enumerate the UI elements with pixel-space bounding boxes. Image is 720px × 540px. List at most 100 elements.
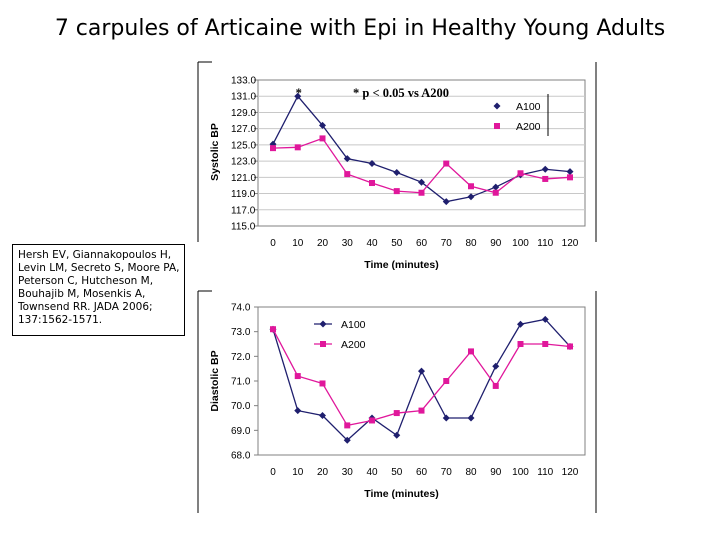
- diastolic-point-A100: [541, 315, 549, 323]
- systolic-legend-label-A100: A100: [516, 101, 541, 113]
- diastolic-y-tick-label: 71.0: [231, 377, 251, 388]
- diastolic-point-A200: [294, 373, 301, 380]
- diastolic-x-tick-label: 90: [490, 467, 502, 478]
- systolic-y-tick-label: 127.0: [231, 124, 256, 135]
- citation-box: Hersh EV, Giannakopoulos H, Levin LM, Se…: [12, 244, 185, 336]
- systolic-point-A100: [566, 168, 574, 176]
- systolic-point-A100: [393, 168, 401, 176]
- systolic-point-A200: [319, 135, 326, 142]
- systolic-x-tick-label: 100: [512, 238, 529, 249]
- systolic-x-tick-label: 50: [391, 238, 403, 249]
- diastolic-x-tick-label: 10: [292, 467, 304, 478]
- systolic-point-A100: [541, 165, 549, 173]
- systolic-y-tick-label: 123.0: [231, 157, 256, 168]
- diastolic-point-A200: [369, 417, 375, 424]
- systolic-legend-marker-A100: [493, 102, 501, 110]
- diastolic-x-tick-label: 40: [366, 467, 378, 478]
- diastolic-point-A200: [443, 378, 450, 384]
- systolic-y-tick-label: 131.0: [231, 92, 256, 103]
- systolic-y-tick-label: 133.0: [231, 76, 256, 87]
- systolic-y-axis-title: Systolic BP: [209, 123, 221, 181]
- diastolic-point-A200: [270, 326, 276, 333]
- systolic-point-A200: [567, 174, 573, 181]
- diastolic-legend-label-A100: A100: [341, 319, 366, 331]
- slide-title: 7 carpules of Articaine with Epi in Heal…: [54, 16, 666, 41]
- diastolic-x-tick-label: 60: [416, 467, 428, 478]
- diastolic-point-A200: [468, 348, 474, 355]
- diastolic-point-A200: [542, 341, 549, 347]
- systolic-y-tick-label: 129.0: [231, 108, 256, 119]
- diastolic-legend-marker-A100: [319, 320, 327, 328]
- diastolic-x-tick-label: 70: [441, 467, 453, 478]
- systolic-point-A200: [517, 170, 524, 177]
- systolic-x-axis-title: Time (minutes): [364, 259, 438, 271]
- diastolic-y-tick-label: 69.0: [231, 426, 251, 437]
- diastolic-point-A100: [294, 407, 302, 415]
- diastolic-point-A100: [442, 414, 450, 422]
- systolic-x-tick-label: 70: [441, 238, 453, 249]
- diastolic-y-tick-label: 72.0: [231, 352, 251, 363]
- systolic-point-A100: [319, 121, 326, 129]
- diastolic-y-axis-title: Diastolic BP: [209, 350, 221, 411]
- systolic-point-A200: [418, 189, 425, 196]
- diastolic-y-tick-label: 74.0: [231, 303, 251, 314]
- systolic-point-A100: [492, 183, 500, 191]
- diastolic-point-A200: [567, 343, 573, 350]
- diastolic-x-tick-label: 50: [391, 467, 403, 478]
- systolic-point-A200: [468, 183, 474, 190]
- diastolic-point-A100: [319, 412, 326, 420]
- systolic-point-A200: [443, 160, 450, 167]
- systolic-point-A100: [442, 198, 450, 206]
- systolic-plot-area: [257, 79, 586, 227]
- systolic-point-A100: [294, 92, 302, 100]
- systolic-point-A200: [270, 145, 276, 152]
- diastolic-x-axis-title: Time (minutes): [364, 488, 438, 500]
- diastolic-point-A200: [393, 410, 400, 417]
- systolic-y-tick-label: 121.0: [231, 173, 256, 184]
- diastolic-x-tick-label: 80: [465, 467, 477, 478]
- systolic-x-tick-label: 0: [270, 238, 276, 249]
- systolic-x-tick-label: 10: [292, 238, 304, 249]
- systolic-y-tick-label: 119.0: [231, 189, 256, 200]
- systolic-y-tick-label: 117.0: [231, 205, 256, 216]
- systolic-point-A200: [492, 189, 499, 196]
- systolic-legend-marker-A200: [494, 123, 500, 129]
- diastolic-point-A200: [492, 382, 499, 389]
- systolic-y-tick-label: 115.0: [231, 222, 256, 233]
- diastolic-x-tick-label: 30: [342, 467, 354, 478]
- diastolic-point-A200: [418, 407, 425, 414]
- diastolic-x-tick-label: 100: [512, 467, 529, 478]
- diastolic-y-tick-label: 68.0: [231, 451, 251, 462]
- systolic-point-A100: [368, 160, 376, 168]
- systolic-point-A100: [418, 178, 425, 186]
- systolic-x-tick-label: 20: [317, 238, 329, 249]
- diastolic-point-A100: [492, 362, 500, 370]
- systolic-x-tick-label: 110: [537, 238, 553, 249]
- systolic-x-tick-label: 40: [366, 238, 378, 249]
- systolic-point-A200: [369, 180, 375, 187]
- diastolic-plot-area: [257, 306, 586, 456]
- systolic-x-tick-label: 120: [562, 238, 579, 249]
- diastolic-point-A100: [393, 431, 401, 439]
- systolic-point-A100: [343, 155, 351, 163]
- systolic-y-tick-label: 125.0: [231, 140, 256, 151]
- diastolic-point-A200: [517, 341, 524, 347]
- diastolic-point-A200: [344, 422, 351, 429]
- systolic-x-tick-label: 30: [342, 238, 354, 249]
- diastolic-point-A100: [517, 320, 524, 328]
- systolic-significance-star: *: [296, 86, 302, 100]
- systolic-x-tick-label: 90: [490, 238, 502, 249]
- diastolic-y-tick-label: 70.0: [231, 401, 251, 412]
- systolic-significance-note: * p < 0.05 vs A200: [353, 86, 449, 100]
- diastolic-point-A100: [467, 414, 475, 422]
- systolic-point-A100: [467, 193, 475, 201]
- diastolic-legend-marker-A200: [320, 341, 326, 347]
- diastolic-x-tick-label: 110: [537, 467, 553, 478]
- systolic-point-A200: [393, 188, 400, 195]
- diastolic-point-A100: [418, 367, 425, 375]
- diastolic-x-tick-label: 120: [562, 467, 579, 478]
- diastolic-point-A200: [319, 380, 326, 387]
- systolic-legend-label-A200: A200: [516, 121, 541, 133]
